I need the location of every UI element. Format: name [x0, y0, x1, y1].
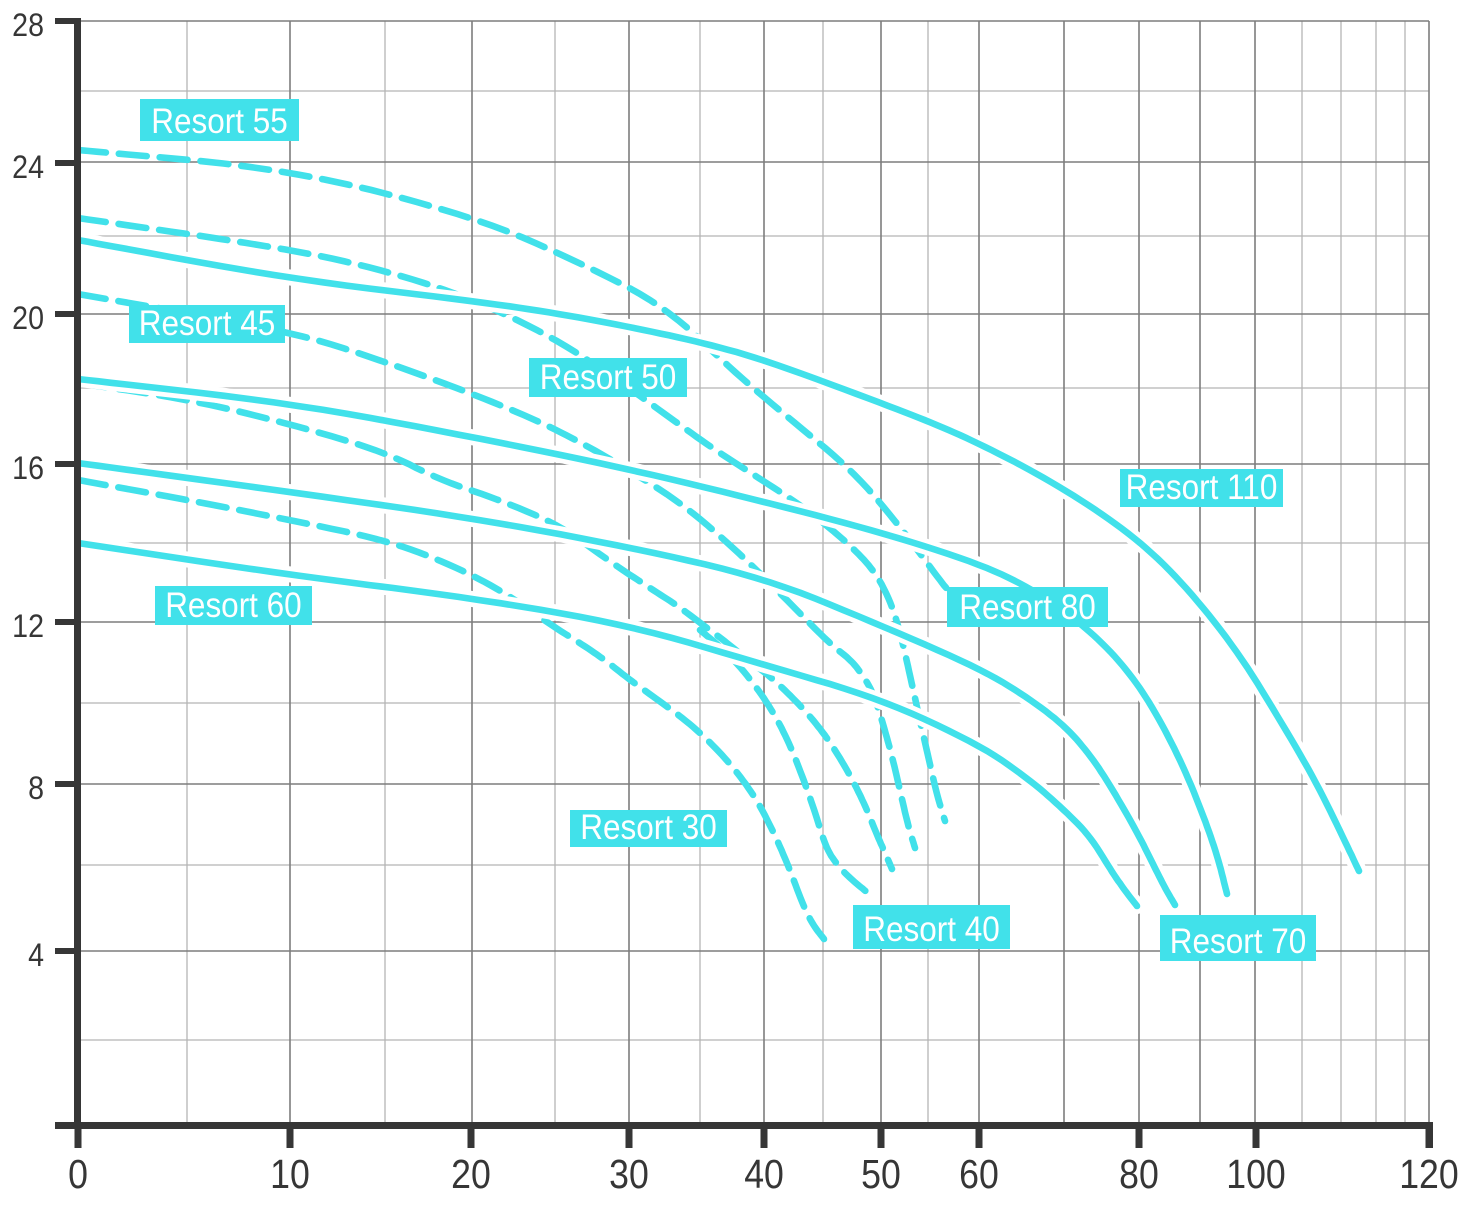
svg-text:80: 80 — [1119, 1152, 1159, 1198]
svg-text:Resort 60: Resort 60 — [165, 587, 302, 626]
svg-text:Resort 55: Resort 55 — [151, 103, 288, 142]
svg-text:120: 120 — [1399, 1152, 1458, 1198]
svg-text:Resort 80: Resort 80 — [959, 589, 1096, 628]
svg-text:50: 50 — [861, 1152, 901, 1198]
svg-text:24: 24 — [12, 149, 44, 185]
svg-text:12: 12 — [12, 608, 44, 644]
svg-text:Resort 70: Resort 70 — [1170, 923, 1307, 962]
svg-text:20: 20 — [451, 1152, 491, 1198]
svg-text:0: 0 — [68, 1152, 88, 1198]
svg-text:30: 30 — [609, 1152, 649, 1198]
svg-text:16: 16 — [12, 450, 44, 486]
svg-text:60: 60 — [959, 1152, 999, 1198]
svg-text:Resort 50: Resort 50 — [540, 359, 677, 398]
svg-text:Resort 40: Resort 40 — [863, 911, 1000, 950]
svg-text:Resort 110: Resort 110 — [1126, 469, 1278, 508]
svg-text:8: 8 — [28, 770, 44, 806]
svg-text:28: 28 — [12, 7, 44, 43]
svg-text:20: 20 — [12, 300, 44, 336]
svg-text:4: 4 — [28, 937, 44, 973]
svg-text:Resort 30: Resort 30 — [580, 809, 717, 848]
svg-text:40: 40 — [744, 1152, 784, 1198]
svg-text:10: 10 — [270, 1152, 310, 1198]
svg-text:Resort 45: Resort 45 — [139, 305, 276, 344]
svg-text:100: 100 — [1226, 1152, 1285, 1198]
